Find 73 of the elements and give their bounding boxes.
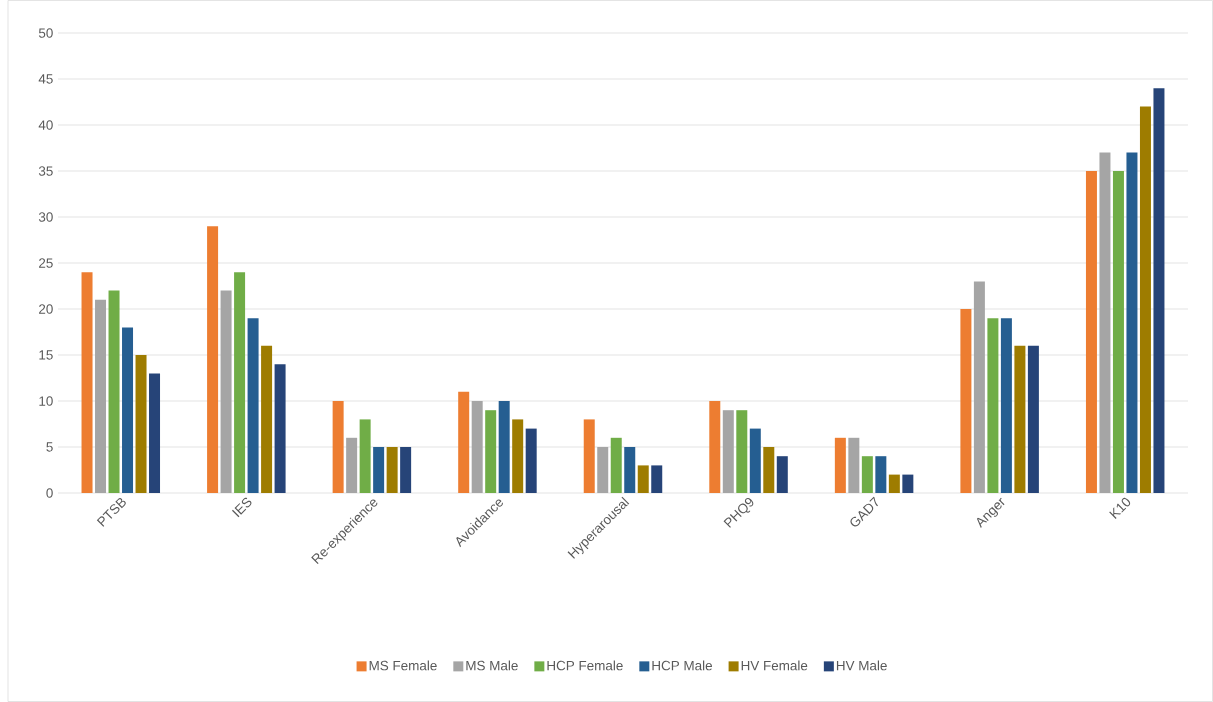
bar bbox=[736, 410, 748, 493]
bar bbox=[400, 447, 412, 493]
y-tick-label: 30 bbox=[38, 212, 53, 222]
x-tick-label: K10 bbox=[1109, 497, 1131, 519]
bar bbox=[1000, 318, 1012, 493]
bar bbox=[888, 474, 900, 493]
legend-label: MS Female bbox=[369, 660, 437, 671]
bar bbox=[81, 272, 93, 493]
legend-label: HV Female bbox=[741, 660, 808, 671]
bar bbox=[149, 373, 161, 493]
bar bbox=[332, 401, 344, 493]
bar bbox=[610, 437, 622, 493]
bar bbox=[274, 364, 286, 493]
legend-label: HV Male bbox=[836, 660, 887, 671]
bar bbox=[709, 401, 721, 493]
bar bbox=[834, 437, 846, 493]
y-tick-label: 25 bbox=[39, 258, 53, 268]
bar bbox=[1126, 152, 1138, 493]
bar bbox=[386, 447, 398, 493]
y-tick-label: 10 bbox=[39, 396, 53, 406]
bar bbox=[346, 437, 358, 493]
bar bbox=[1085, 171, 1097, 493]
y-tick-label: 45 bbox=[38, 74, 53, 84]
bar bbox=[637, 465, 649, 493]
legend-label: MS Male bbox=[466, 660, 518, 671]
bar bbox=[902, 474, 914, 493]
bar bbox=[987, 318, 999, 493]
bar bbox=[875, 456, 887, 493]
y-tick-label: 35 bbox=[38, 166, 53, 176]
bar bbox=[234, 272, 246, 493]
y-tick-label: 0 bbox=[46, 488, 53, 498]
y-tick-label: 5 bbox=[46, 442, 53, 452]
bar bbox=[1139, 106, 1151, 493]
bar bbox=[749, 428, 761, 493]
bar bbox=[220, 290, 232, 493]
bar bbox=[776, 456, 788, 493]
bar bbox=[651, 465, 663, 493]
bar bbox=[485, 410, 497, 493]
bar bbox=[95, 299, 107, 493]
bar bbox=[583, 419, 595, 493]
bar bbox=[458, 391, 470, 493]
legend-label: HCP Male bbox=[652, 660, 712, 671]
bar bbox=[960, 309, 972, 493]
y-tick-label: 50 bbox=[38, 28, 53, 38]
bar bbox=[861, 456, 873, 493]
bar bbox=[525, 428, 537, 493]
bar bbox=[1153, 88, 1165, 493]
bar bbox=[373, 447, 385, 493]
bar bbox=[763, 447, 775, 493]
bar bbox=[624, 447, 636, 493]
bar bbox=[498, 401, 510, 493]
bar bbox=[247, 318, 259, 493]
bar bbox=[1014, 345, 1026, 493]
bar bbox=[973, 281, 985, 493]
bar bbox=[848, 437, 860, 493]
legend-label: HCP Female bbox=[547, 660, 623, 671]
bar bbox=[359, 419, 371, 493]
y-tick-label: 40 bbox=[38, 120, 53, 130]
bar bbox=[122, 327, 134, 493]
y-tick-label: 15 bbox=[39, 350, 53, 360]
bar bbox=[207, 226, 219, 493]
bar bbox=[261, 345, 273, 493]
bar bbox=[108, 290, 120, 493]
bar bbox=[597, 447, 609, 493]
bar bbox=[1099, 152, 1111, 493]
bar bbox=[1112, 171, 1124, 493]
x-tick-label: IES bbox=[231, 497, 252, 518]
bar bbox=[512, 419, 524, 493]
bar bbox=[471, 401, 483, 493]
y-tick-label: 20 bbox=[39, 304, 53, 314]
bar bbox=[1027, 345, 1039, 493]
bar bbox=[135, 355, 147, 493]
bar bbox=[722, 410, 734, 493]
